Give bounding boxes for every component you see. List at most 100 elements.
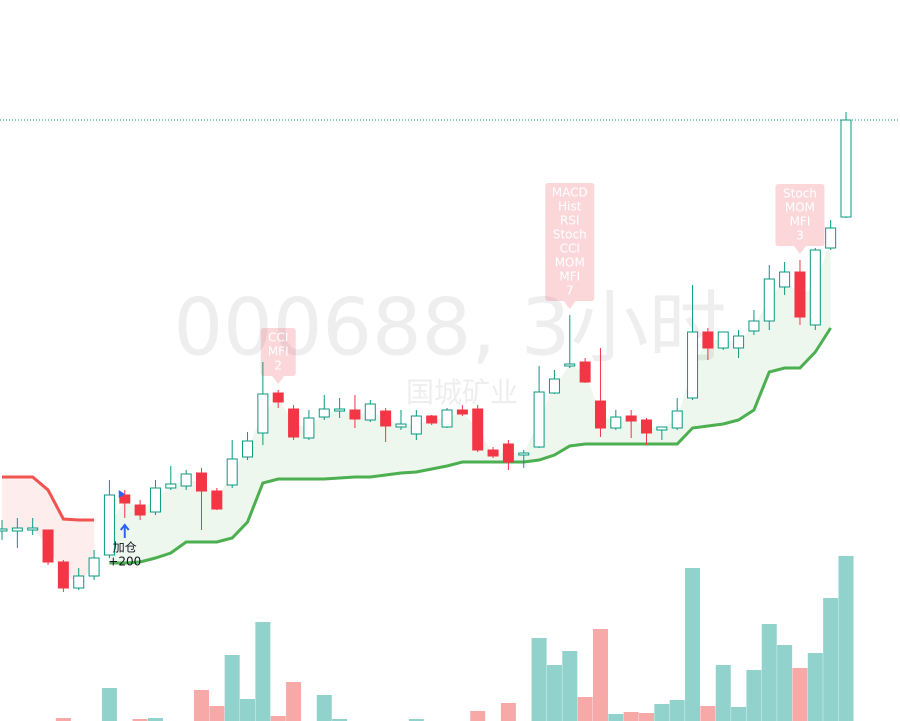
candle-body (257, 393, 269, 434)
candle-body (702, 331, 714, 349)
volume-bar (838, 556, 854, 721)
candle-body (610, 416, 622, 429)
annotation-text: MFI (559, 270, 580, 284)
volume-bar (332, 719, 348, 721)
annotation-text: 3 (796, 229, 804, 243)
annotation-text: MACD (552, 186, 588, 200)
candle-body (733, 335, 745, 349)
candle-body (226, 458, 238, 486)
annotation-text: MOM (785, 201, 815, 215)
candle-body (303, 417, 315, 439)
volume-bar (685, 568, 701, 721)
candle-body (103, 494, 115, 556)
candle-body (779, 271, 791, 288)
volume-bar (470, 711, 486, 721)
volume-bar (500, 703, 516, 721)
supertrend-fill (109, 238, 831, 563)
candle-body (641, 419, 653, 434)
volume-bar (101, 688, 117, 721)
volume-bar (761, 624, 777, 721)
candle-body (625, 415, 637, 422)
candle-body (548, 378, 560, 394)
candle-body (426, 415, 438, 424)
candle-body (763, 278, 775, 322)
watermark: 000688, 3小时 (174, 283, 727, 373)
volume-bar (577, 697, 593, 721)
candle-body (134, 504, 146, 516)
volume-bar (777, 645, 793, 721)
volume-bar (286, 682, 302, 721)
volume-bar (562, 651, 578, 721)
volume-bar (255, 622, 271, 721)
candle-body (748, 320, 760, 332)
volume-bar (792, 668, 808, 721)
candle-body (364, 403, 376, 421)
annotation-text: Stoch (553, 228, 587, 242)
volume-bar (700, 706, 716, 721)
annotation-text: MFI (790, 215, 811, 229)
candle-body (88, 557, 100, 577)
candle-body (380, 410, 392, 427)
annotation-text: 2 (274, 359, 282, 373)
volume-bar (147, 718, 163, 721)
annotation-text: CCI (560, 242, 580, 256)
candle-body (349, 409, 361, 420)
candle-body (579, 361, 591, 383)
candle-body (825, 227, 837, 249)
candle-body (180, 473, 192, 487)
volume-bar (240, 699, 256, 721)
volume-bar (623, 712, 639, 721)
annotation-text: Hist (558, 200, 582, 214)
candle-body (288, 408, 300, 438)
candle-body (564, 363, 576, 367)
signal-arrow (119, 523, 130, 538)
volume-bar (639, 713, 655, 721)
volume-bar (731, 707, 747, 721)
volume-bar (592, 629, 608, 721)
volume-bar (408, 719, 424, 721)
candle-body (211, 490, 223, 510)
volume-bar (669, 700, 685, 721)
candle-body (518, 452, 530, 456)
candle-body (149, 487, 161, 513)
volume-bar (823, 598, 839, 721)
annotation-text: MOM (555, 256, 585, 270)
candle-body (318, 408, 330, 418)
volume-bar (224, 655, 240, 721)
candle-body (119, 494, 131, 504)
watermark-subtitle: 国城矿业 (406, 376, 518, 409)
annotation-text: 7 (566, 284, 574, 298)
candle-body (717, 331, 729, 349)
candle-body (73, 575, 85, 589)
annotation-text: MFI (268, 345, 289, 359)
annotation-text: Stoch (783, 187, 817, 201)
candle-body (165, 483, 177, 489)
candle-body (11, 527, 23, 532)
annotation-box (545, 183, 595, 309)
supertrend-line (2, 475, 95, 522)
candle-body (594, 400, 606, 429)
candle-body (242, 440, 254, 458)
candle-body (794, 271, 806, 318)
candle-body (441, 409, 453, 428)
volume-bar (270, 716, 286, 721)
candle-body (334, 408, 346, 412)
volume-bar (654, 704, 670, 721)
candle-body (456, 409, 468, 415)
candle-body (410, 415, 422, 435)
candle-body (533, 391, 545, 448)
candle-body (502, 443, 514, 463)
candle-body (809, 249, 821, 326)
volume-bar (193, 690, 209, 721)
volume-bar (209, 706, 225, 721)
candle-body (195, 472, 207, 492)
volume-bar (746, 670, 762, 721)
annotation-box (775, 184, 825, 254)
volume-bar (132, 719, 148, 721)
signal-label: +200 (108, 555, 141, 569)
candle-body (57, 561, 69, 589)
candle-body (656, 426, 668, 431)
candle-body (0, 528, 8, 532)
supertrend-line (109, 327, 832, 565)
